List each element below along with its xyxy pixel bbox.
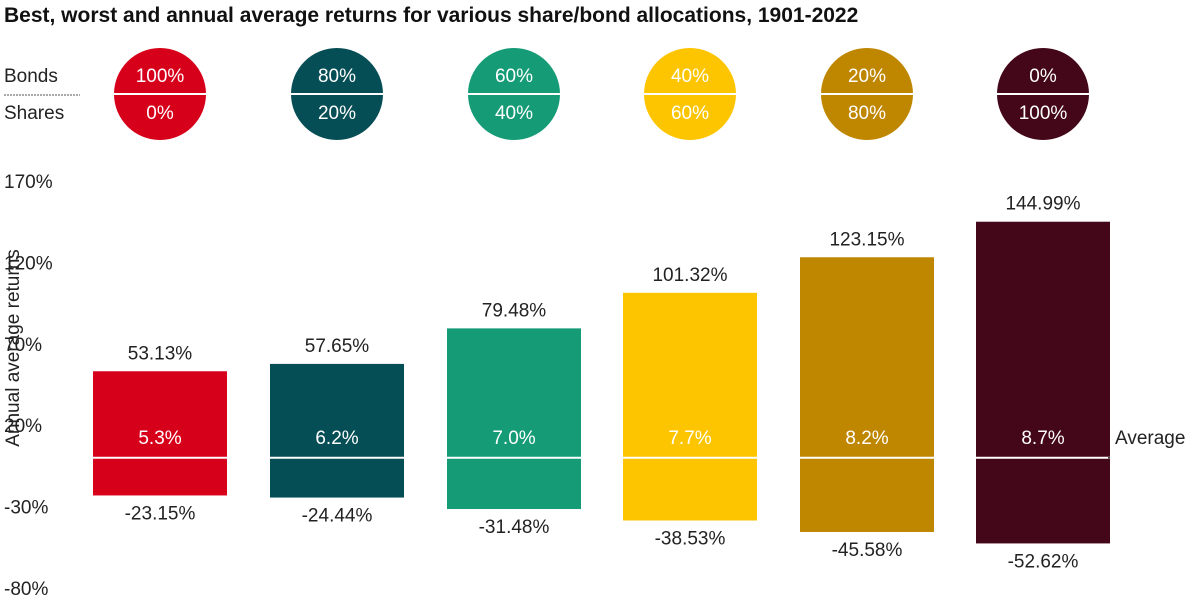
bonds-percent-label: 100% — [136, 66, 185, 87]
average-value-label: 6.2% — [315, 428, 358, 449]
best-value-label: 53.13% — [128, 343, 193, 364]
average-value-label: 7.0% — [492, 428, 535, 449]
allocation-circle: 60% 40% — [460, 48, 568, 140]
bonds-row-label: Bonds — [4, 66, 58, 87]
average-value-label: 8.7% — [1021, 428, 1064, 449]
bonds-percent-label: 40% — [671, 66, 709, 87]
best-value-label: 57.65% — [305, 336, 370, 357]
range-bar — [93, 371, 227, 496]
y-axis-label: Annual average returns — [3, 249, 24, 447]
range-bar — [623, 292, 757, 521]
bonds-percent-label: 80% — [318, 66, 356, 87]
bonds-percent-label: 0% — [1029, 66, 1057, 87]
range-bar — [800, 257, 934, 532]
average-value-label: 8.2% — [845, 428, 888, 449]
worst-value-label: -23.15% — [125, 503, 196, 524]
shares-percent-label: 20% — [318, 103, 356, 124]
y-tick-label: -80% — [4, 579, 48, 599]
worst-value-label: -38.53% — [655, 528, 726, 549]
shares-percent-label: 80% — [848, 103, 886, 124]
range-bar — [270, 363, 404, 498]
allocation-circles: 100% 0% 80% 20% 60% 40% 40% 60% 20% 80% 0% 100% — [106, 48, 1097, 140]
chart-title: Best, worst and annual average returns f… — [4, 4, 858, 27]
bars: 53.13% -23.15% 5.3% 57.65% -24.44% 6.2% 79.48%… — [93, 194, 1110, 572]
y-tick-label: -30% — [4, 498, 48, 519]
shares-percent-label: 40% — [495, 103, 533, 124]
y-tick-label: 20% — [4, 416, 42, 437]
allocation-circle: 0% 100% — [989, 48, 1097, 140]
worst-value-label: -24.44% — [302, 506, 373, 527]
shares-percent-label: 60% — [671, 103, 709, 124]
average-legend-label: Average — [1115, 428, 1185, 449]
range-bar — [447, 328, 581, 510]
best-value-label: 101.32% — [652, 265, 727, 286]
shares-percent-label: 100% — [1019, 103, 1068, 124]
average-value-label: 7.7% — [668, 428, 711, 449]
best-value-label: 79.48% — [482, 300, 547, 321]
allocation-circle: 40% 60% — [636, 48, 744, 140]
allocation-circle: 80% 20% — [283, 48, 391, 140]
y-tick-label: 170% — [4, 172, 53, 193]
allocation-circle: 20% 80% — [813, 48, 921, 140]
worst-value-label: -31.48% — [479, 517, 550, 538]
y-axis-ticks: 170% 120% 70% 20% -30% -80% — [4, 172, 53, 599]
bonds-percent-label: 20% — [848, 66, 886, 87]
best-value-label: 123.15% — [829, 229, 904, 250]
allocation-circle: 100% 0% — [106, 48, 214, 140]
best-value-label: 144.99% — [1005, 194, 1080, 215]
bonds-percent-label: 60% — [495, 66, 533, 87]
shares-percent-label: 0% — [146, 103, 174, 124]
shares-row-label: Shares — [4, 103, 64, 124]
average-value-label: 5.3% — [138, 428, 181, 449]
worst-value-label: -45.58% — [832, 540, 903, 561]
y-tick-label: 70% — [4, 335, 42, 356]
y-tick-label: 120% — [4, 253, 53, 274]
range-bar — [976, 221, 1110, 544]
worst-value-label: -52.62% — [1008, 551, 1079, 572]
